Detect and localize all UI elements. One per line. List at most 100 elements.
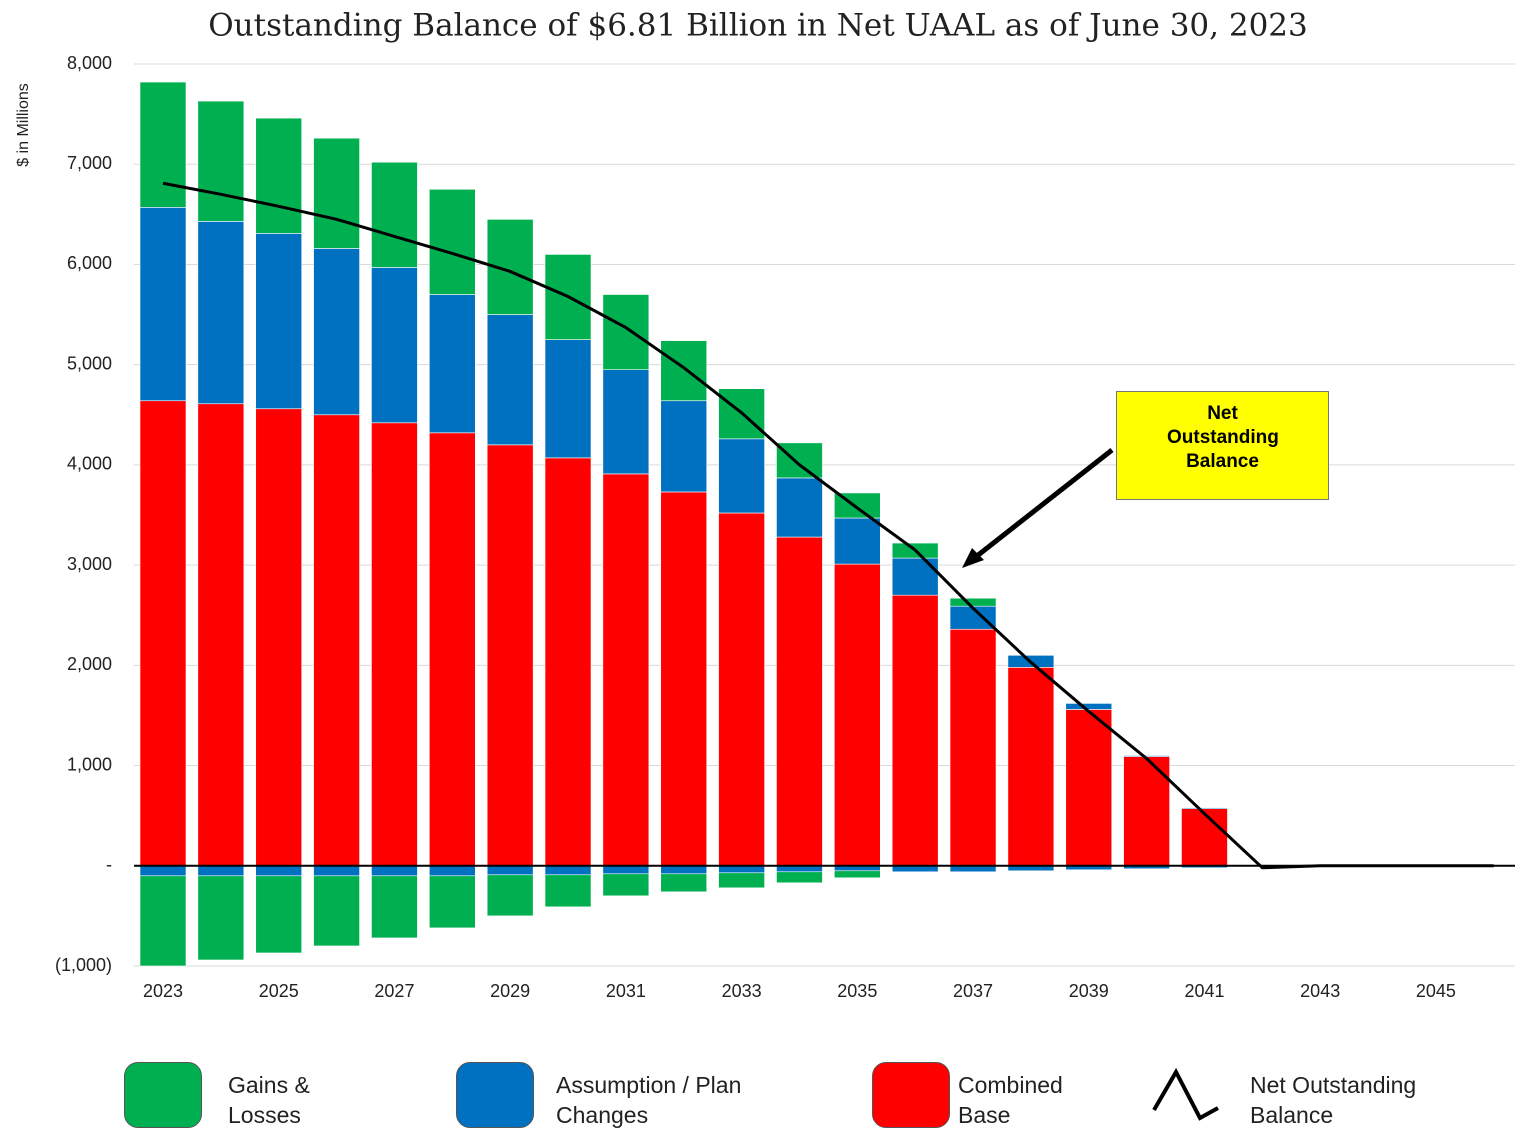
bar-segment — [197, 865, 245, 877]
bar-segment — [660, 400, 708, 493]
bar-segment — [544, 457, 592, 867]
bar-segment — [602, 865, 650, 875]
bar-segment — [718, 872, 765, 889]
x-tick-label: 2033 — [722, 981, 762, 1001]
bar-segment — [486, 874, 534, 917]
bar-segment — [428, 875, 476, 929]
x-tick-label: 2025 — [259, 981, 299, 1001]
bar-segment — [139, 400, 187, 867]
bar-segment — [428, 432, 476, 867]
bar-segment — [313, 875, 360, 947]
bar-segment — [718, 512, 765, 867]
x-tick-label: 2043 — [1300, 981, 1340, 1001]
bar-segment — [486, 219, 534, 315]
y-tick-label: 1,000 — [67, 754, 112, 774]
x-tick-label: 2029 — [490, 981, 530, 1001]
bar-segment — [776, 871, 823, 884]
y-axis-label: $ in Millions — [15, 83, 32, 167]
bar-segment — [313, 248, 360, 416]
bar-segment — [255, 875, 303, 954]
bar-segment — [949, 628, 997, 867]
bar-segment — [718, 865, 765, 874]
legend-label: Combined Base — [958, 1072, 1063, 1128]
bar-segment — [139, 875, 187, 967]
y-tick-label: 6,000 — [67, 253, 112, 273]
bar-segment — [834, 563, 881, 867]
x-tick-label: 2035 — [837, 981, 877, 1001]
x-tick-label: 2027 — [374, 981, 414, 1001]
bar-segment — [776, 477, 823, 538]
bar-segment — [139, 865, 187, 877]
bar-segment — [1181, 807, 1228, 809]
bar-segment — [197, 100, 245, 222]
bar-segment — [371, 161, 418, 268]
bar-segment — [602, 294, 650, 370]
arrow-head — [962, 548, 984, 568]
bar-segment — [197, 875, 245, 961]
legend-label: Net Outstanding Balance — [1250, 1072, 1417, 1128]
bar-segment — [834, 517, 881, 565]
x-tick-label: 2023 — [143, 981, 183, 1001]
bar-segment — [949, 597, 997, 607]
x-tick-label: 2039 — [1069, 981, 1109, 1001]
y-tick-label: - — [106, 855, 112, 875]
bar-segment — [776, 442, 823, 479]
y-tick-label: 3,000 — [67, 554, 112, 574]
bar-segment — [486, 865, 534, 876]
legend-label: Assumption / Plan Changes — [556, 1072, 742, 1128]
y-tick-label: 4,000 — [67, 454, 112, 474]
bar-segment — [428, 188, 476, 295]
legend-swatch — [872, 1062, 950, 1128]
bar-segment — [197, 221, 245, 405]
y-tick-label: 7,000 — [67, 153, 112, 173]
bar-segment — [371, 267, 418, 424]
y-tick-label: 8,000 — [67, 53, 112, 73]
bar-segment — [197, 403, 245, 867]
x-tick-label: 2037 — [953, 981, 993, 1001]
x-tick-label: 2045 — [1416, 981, 1456, 1001]
bar-segment — [718, 438, 765, 514]
bar-segment — [891, 594, 939, 867]
bar-segment — [255, 865, 303, 877]
bar-segment — [544, 874, 592, 908]
legend-label: Gains & Losses — [228, 1072, 310, 1128]
y-tick-label: 2,000 — [67, 654, 112, 674]
bar-segment — [371, 875, 418, 939]
bar-segment — [660, 340, 708, 402]
bar-segment — [1065, 703, 1113, 710]
bar-segment — [313, 137, 360, 249]
y-tick-label: 5,000 — [67, 353, 112, 373]
bar-segment — [891, 557, 939, 596]
legend-swatch — [124, 1062, 202, 1128]
bar-segment — [313, 414, 360, 867]
legend-line-icon — [1152, 1067, 1219, 1121]
bar-segment — [1065, 709, 1113, 867]
bar-segment — [1123, 755, 1170, 757]
bar-segment — [428, 865, 476, 877]
bar-segment — [776, 536, 823, 867]
bar-segment — [1181, 808, 1228, 867]
bar-segment — [313, 865, 360, 877]
bar-segment — [602, 473, 650, 867]
chart-title: Outstanding Balance of $6.81 Billion in … — [208, 8, 1308, 44]
bar-segment — [602, 369, 650, 475]
bar-segment — [486, 444, 534, 867]
bar-segment — [428, 294, 476, 434]
bar-segment — [660, 865, 708, 875]
bar-segment — [602, 873, 650, 897]
bar-segment — [139, 81, 187, 208]
bar-segment — [371, 865, 418, 877]
bar-segment — [255, 117, 303, 234]
legend-swatch — [456, 1062, 534, 1128]
net-balance-line — [162, 181, 1494, 870]
x-tick-label: 2031 — [606, 981, 646, 1001]
annotation: Net Outstanding Balance — [1116, 391, 1329, 500]
bar-segment — [660, 873, 708, 893]
bar-segment — [139, 207, 187, 402]
bar-segment — [371, 422, 418, 867]
bar-segment — [486, 314, 534, 446]
y-tick-label: (1,000) — [55, 955, 112, 975]
bar-segment — [660, 491, 708, 867]
